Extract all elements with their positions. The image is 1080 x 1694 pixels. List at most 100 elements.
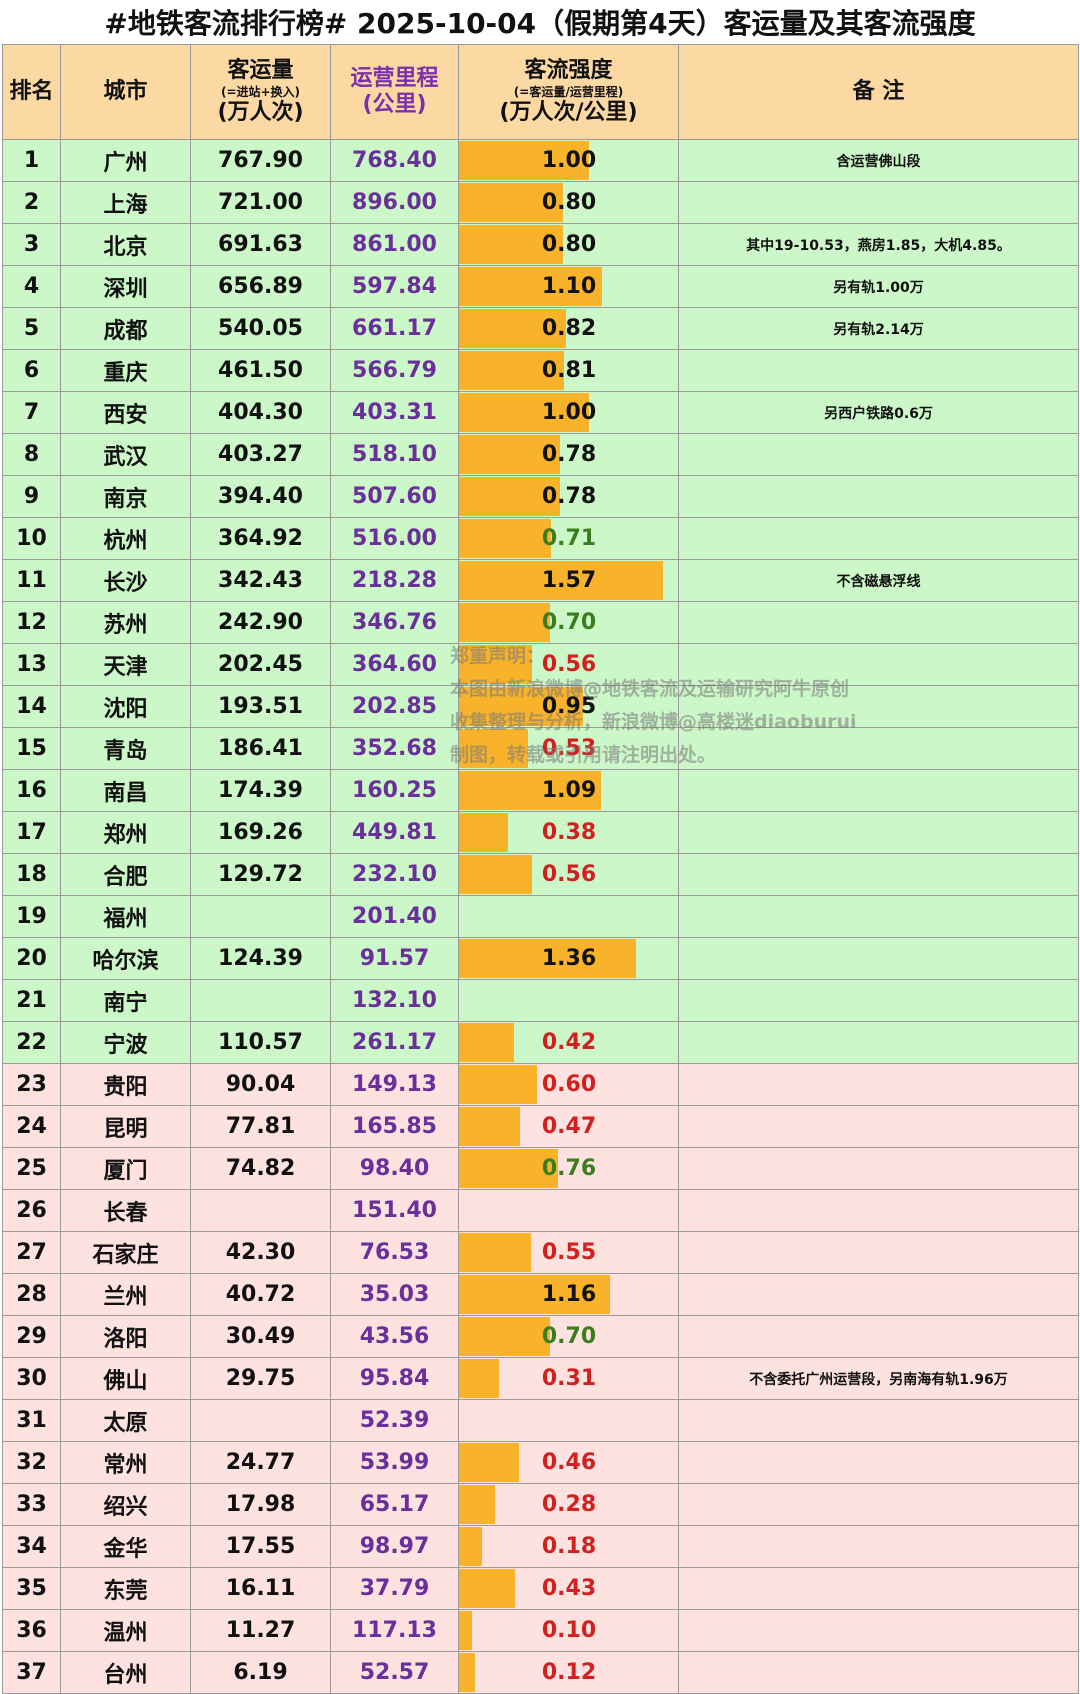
- volume-cell: 40.72: [190, 1273, 331, 1316]
- intensity-cell: 1.09: [458, 769, 679, 812]
- intensity-value: 0.28: [541, 1492, 597, 1517]
- city-cell: 西安: [60, 391, 191, 434]
- table-row: 15 青岛 186.41 352.68 0.53: [2, 727, 1079, 770]
- intensity-cell: 0.78: [458, 475, 679, 518]
- intensity-value: 0.47: [541, 1114, 597, 1139]
- note-cell: [678, 937, 1079, 980]
- rank-cell: 33: [2, 1483, 61, 1526]
- rank-cell: 5: [2, 307, 61, 350]
- length-cell: 352.68: [330, 727, 459, 770]
- rank-cell: 27: [2, 1231, 61, 1274]
- city-cell: 上海: [60, 181, 191, 224]
- intensity-bar: [459, 225, 563, 264]
- table-row: 27 石家庄 42.30 76.53 0.55: [2, 1231, 1079, 1274]
- intensity-value: 1.16: [541, 1282, 597, 1307]
- intensity-bar: [459, 729, 528, 768]
- table-row: 23 贵阳 90.04 149.13 0.60: [2, 1063, 1079, 1106]
- intensity-value: 0.78: [541, 484, 597, 509]
- intensity-bar: [459, 351, 565, 390]
- intensity-value: 0.18: [541, 1534, 597, 1559]
- volume-cell: 656.89: [190, 265, 331, 308]
- intensity-cell: 0.81: [458, 349, 679, 392]
- rank-cell: 37: [2, 1651, 61, 1694]
- intensity-cell: [458, 979, 679, 1022]
- intensity-value: 0.70: [541, 610, 597, 635]
- intensity-value: 0.95: [541, 694, 597, 719]
- note-cell: 另有轨2.14万: [678, 307, 1079, 350]
- intensity-cell: 1.00: [458, 139, 679, 182]
- intensity-value: 1.36: [541, 946, 597, 971]
- intensity-value: 1.09: [541, 778, 597, 803]
- length-cell: 37.79: [330, 1567, 459, 1610]
- rank-cell: 25: [2, 1147, 61, 1190]
- rank-cell: 4: [2, 265, 61, 308]
- intensity-value: [460, 981, 678, 1021]
- length-cell: 661.17: [330, 307, 459, 350]
- city-cell: 苏州: [60, 601, 191, 644]
- city-cell: 长春: [60, 1189, 191, 1232]
- intensity-cell: 0.82: [458, 307, 679, 350]
- length-cell: 232.10: [330, 853, 459, 896]
- intensity-cell: 0.10: [458, 1609, 679, 1652]
- city-cell: 武汉: [60, 433, 191, 476]
- length-cell: 449.81: [330, 811, 459, 854]
- intensity-value: 1.10: [541, 274, 597, 299]
- length-cell: 518.10: [330, 433, 459, 476]
- length-cell: 52.57: [330, 1651, 459, 1694]
- rank-cell: 34: [2, 1525, 61, 1568]
- note-cell: [678, 1021, 1079, 1064]
- table-row: 2 上海 721.00 896.00 0.80: [2, 181, 1079, 224]
- note-cell: [678, 181, 1079, 224]
- length-cell: 165.85: [330, 1105, 459, 1148]
- city-cell: 郑州: [60, 811, 191, 854]
- intensity-bar: [459, 1653, 475, 1692]
- intensity-cell: 1.10: [458, 265, 679, 308]
- note-cell: [678, 1231, 1079, 1274]
- length-cell: 151.40: [330, 1189, 459, 1232]
- note-cell: [678, 349, 1079, 392]
- volume-cell: 129.72: [190, 853, 331, 896]
- header-intensity: 客流强度 (=客运量/运营里程) (万人次/公里): [458, 44, 679, 140]
- intensity-bar: [459, 1275, 610, 1314]
- volume-cell: [190, 895, 331, 938]
- rank-cell: 3: [2, 223, 61, 266]
- header-note: 备 注: [678, 44, 1079, 140]
- intensity-value: [460, 897, 678, 937]
- volume-cell: 342.43: [190, 559, 331, 602]
- intensity-bar: [459, 1485, 496, 1524]
- rank-cell: 19: [2, 895, 61, 938]
- city-cell: 温州: [60, 1609, 191, 1652]
- rank-cell: 1: [2, 139, 61, 182]
- volume-cell: 394.40: [190, 475, 331, 518]
- volume-cell: 242.90: [190, 601, 331, 644]
- note-cell: [678, 811, 1079, 854]
- city-cell: 常州: [60, 1441, 191, 1484]
- volume-cell: 186.41: [190, 727, 331, 770]
- volume-cell: 74.82: [190, 1147, 331, 1190]
- volume-cell: 110.57: [190, 1021, 331, 1064]
- intensity-value: 0.53: [541, 736, 597, 761]
- note-cell: [678, 979, 1079, 1022]
- city-cell: 沈阳: [60, 685, 191, 728]
- rank-cell: 16: [2, 769, 61, 812]
- length-cell: 53.99: [330, 1441, 459, 1484]
- intensity-bar: [459, 1317, 550, 1356]
- rank-cell: 28: [2, 1273, 61, 1316]
- note-cell: [678, 1441, 1079, 1484]
- volume-cell: 193.51: [190, 685, 331, 728]
- intensity-bar: [459, 771, 601, 810]
- city-cell: 杭州: [60, 517, 191, 560]
- table-row: 8 武汉 403.27 518.10 0.78: [2, 433, 1079, 476]
- intensity-value: 0.81: [541, 358, 597, 383]
- intensity-cell: 0.28: [458, 1483, 679, 1526]
- rank-cell: 8: [2, 433, 61, 476]
- intensity-bar: [459, 1065, 537, 1104]
- volume-cell: 11.27: [190, 1609, 331, 1652]
- note-cell: [678, 601, 1079, 644]
- city-cell: 绍兴: [60, 1483, 191, 1526]
- volume-cell: 169.26: [190, 811, 331, 854]
- intensity-value: 0.56: [541, 862, 597, 887]
- city-cell: 昆明: [60, 1105, 191, 1148]
- intensity-cell: 0.53: [458, 727, 679, 770]
- intensity-bar: [459, 1527, 483, 1566]
